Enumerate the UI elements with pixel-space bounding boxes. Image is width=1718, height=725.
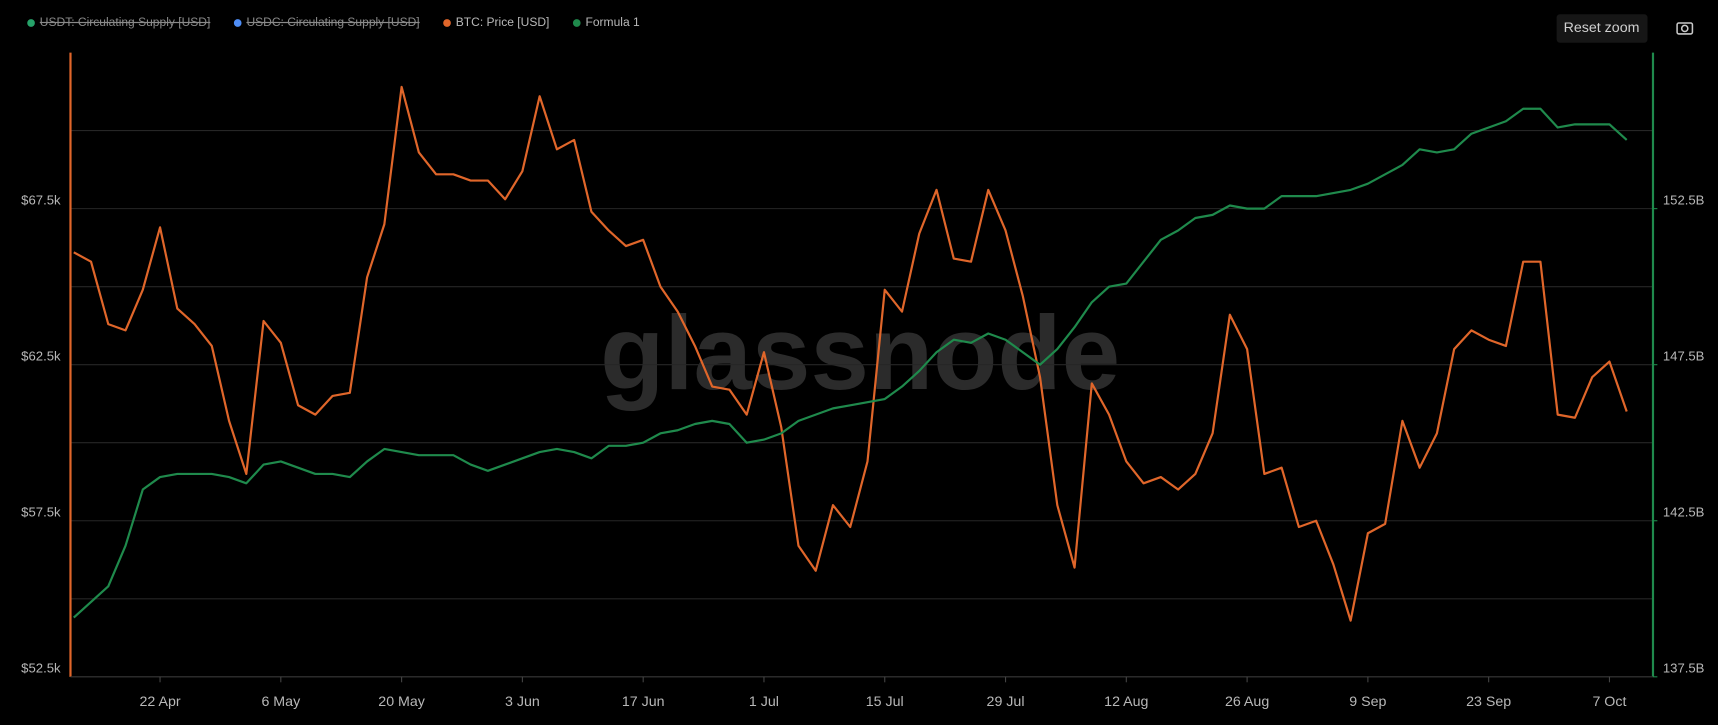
legend-item[interactable]: BTC: Price [USD] xyxy=(443,15,549,29)
series-line xyxy=(73,85,1628,622)
legend-label[interactable]: USDT: Circulating Supply [USD] xyxy=(40,15,211,29)
legend-marker[interactable] xyxy=(233,19,242,27)
legend-marker[interactable] xyxy=(443,19,451,27)
x-tick-label: 3 Jun xyxy=(505,694,540,710)
legend-item[interactable]: Formula 1 xyxy=(572,15,640,29)
y-tick-label: $62.5k xyxy=(21,348,61,363)
y2-tick-label: 142.5B xyxy=(1663,505,1705,520)
legend-item[interactable]: USDT: Circulating Supply [USD] xyxy=(27,15,210,29)
reset-zoom-button[interactable] xyxy=(1556,14,1648,43)
camera-lens[interactable] xyxy=(1680,24,1689,33)
y-tick-label: $67.5k xyxy=(21,192,61,207)
x-tick-label: 9 Sep xyxy=(1349,694,1386,710)
x-tick-label: 15 Jul xyxy=(866,694,904,710)
x-tick-label: 17 Jun xyxy=(622,694,665,710)
watermark: glassnode xyxy=(600,295,1120,412)
legend-label[interactable]: USDC: Circulating Supply [USD] xyxy=(246,15,419,29)
x-tick-label: 29 Jul xyxy=(987,694,1025,710)
legend-label[interactable]: Formula 1 xyxy=(586,15,640,29)
y-tick-label: $57.5k xyxy=(21,505,61,520)
y2-tick-label: 152.5B xyxy=(1663,192,1705,207)
x-tick-label: 6 May xyxy=(261,694,301,710)
x-tick-label: 7 Oct xyxy=(1592,694,1626,710)
y2-tick-label: 147.5B xyxy=(1663,348,1705,363)
x-tick-label: 1 Jul xyxy=(749,694,779,710)
x-tick-label: 20 May xyxy=(378,694,426,710)
x-tick-label: 12 Aug xyxy=(1104,694,1148,710)
camera-icon[interactable] xyxy=(1676,22,1694,35)
legend-marker[interactable] xyxy=(27,19,35,27)
legend-marker[interactable] xyxy=(572,19,581,27)
y2-tick-label: 137.5B xyxy=(1663,661,1705,676)
x-tick-label: 22 Apr xyxy=(139,694,180,710)
x-tick-label: 23 Sep xyxy=(1466,694,1511,710)
camera-body[interactable] xyxy=(1676,22,1694,35)
legend-label[interactable]: BTC: Price [USD] xyxy=(456,15,550,29)
series-line xyxy=(73,107,1628,619)
legend-item[interactable]: USDC: Circulating Supply [USD] xyxy=(233,15,420,29)
reset-zoom-label[interactable]: Reset zoom xyxy=(1564,20,1640,36)
y-tick-label: $52.5k xyxy=(21,661,61,676)
x-tick-label: 26 Aug xyxy=(1225,694,1269,710)
